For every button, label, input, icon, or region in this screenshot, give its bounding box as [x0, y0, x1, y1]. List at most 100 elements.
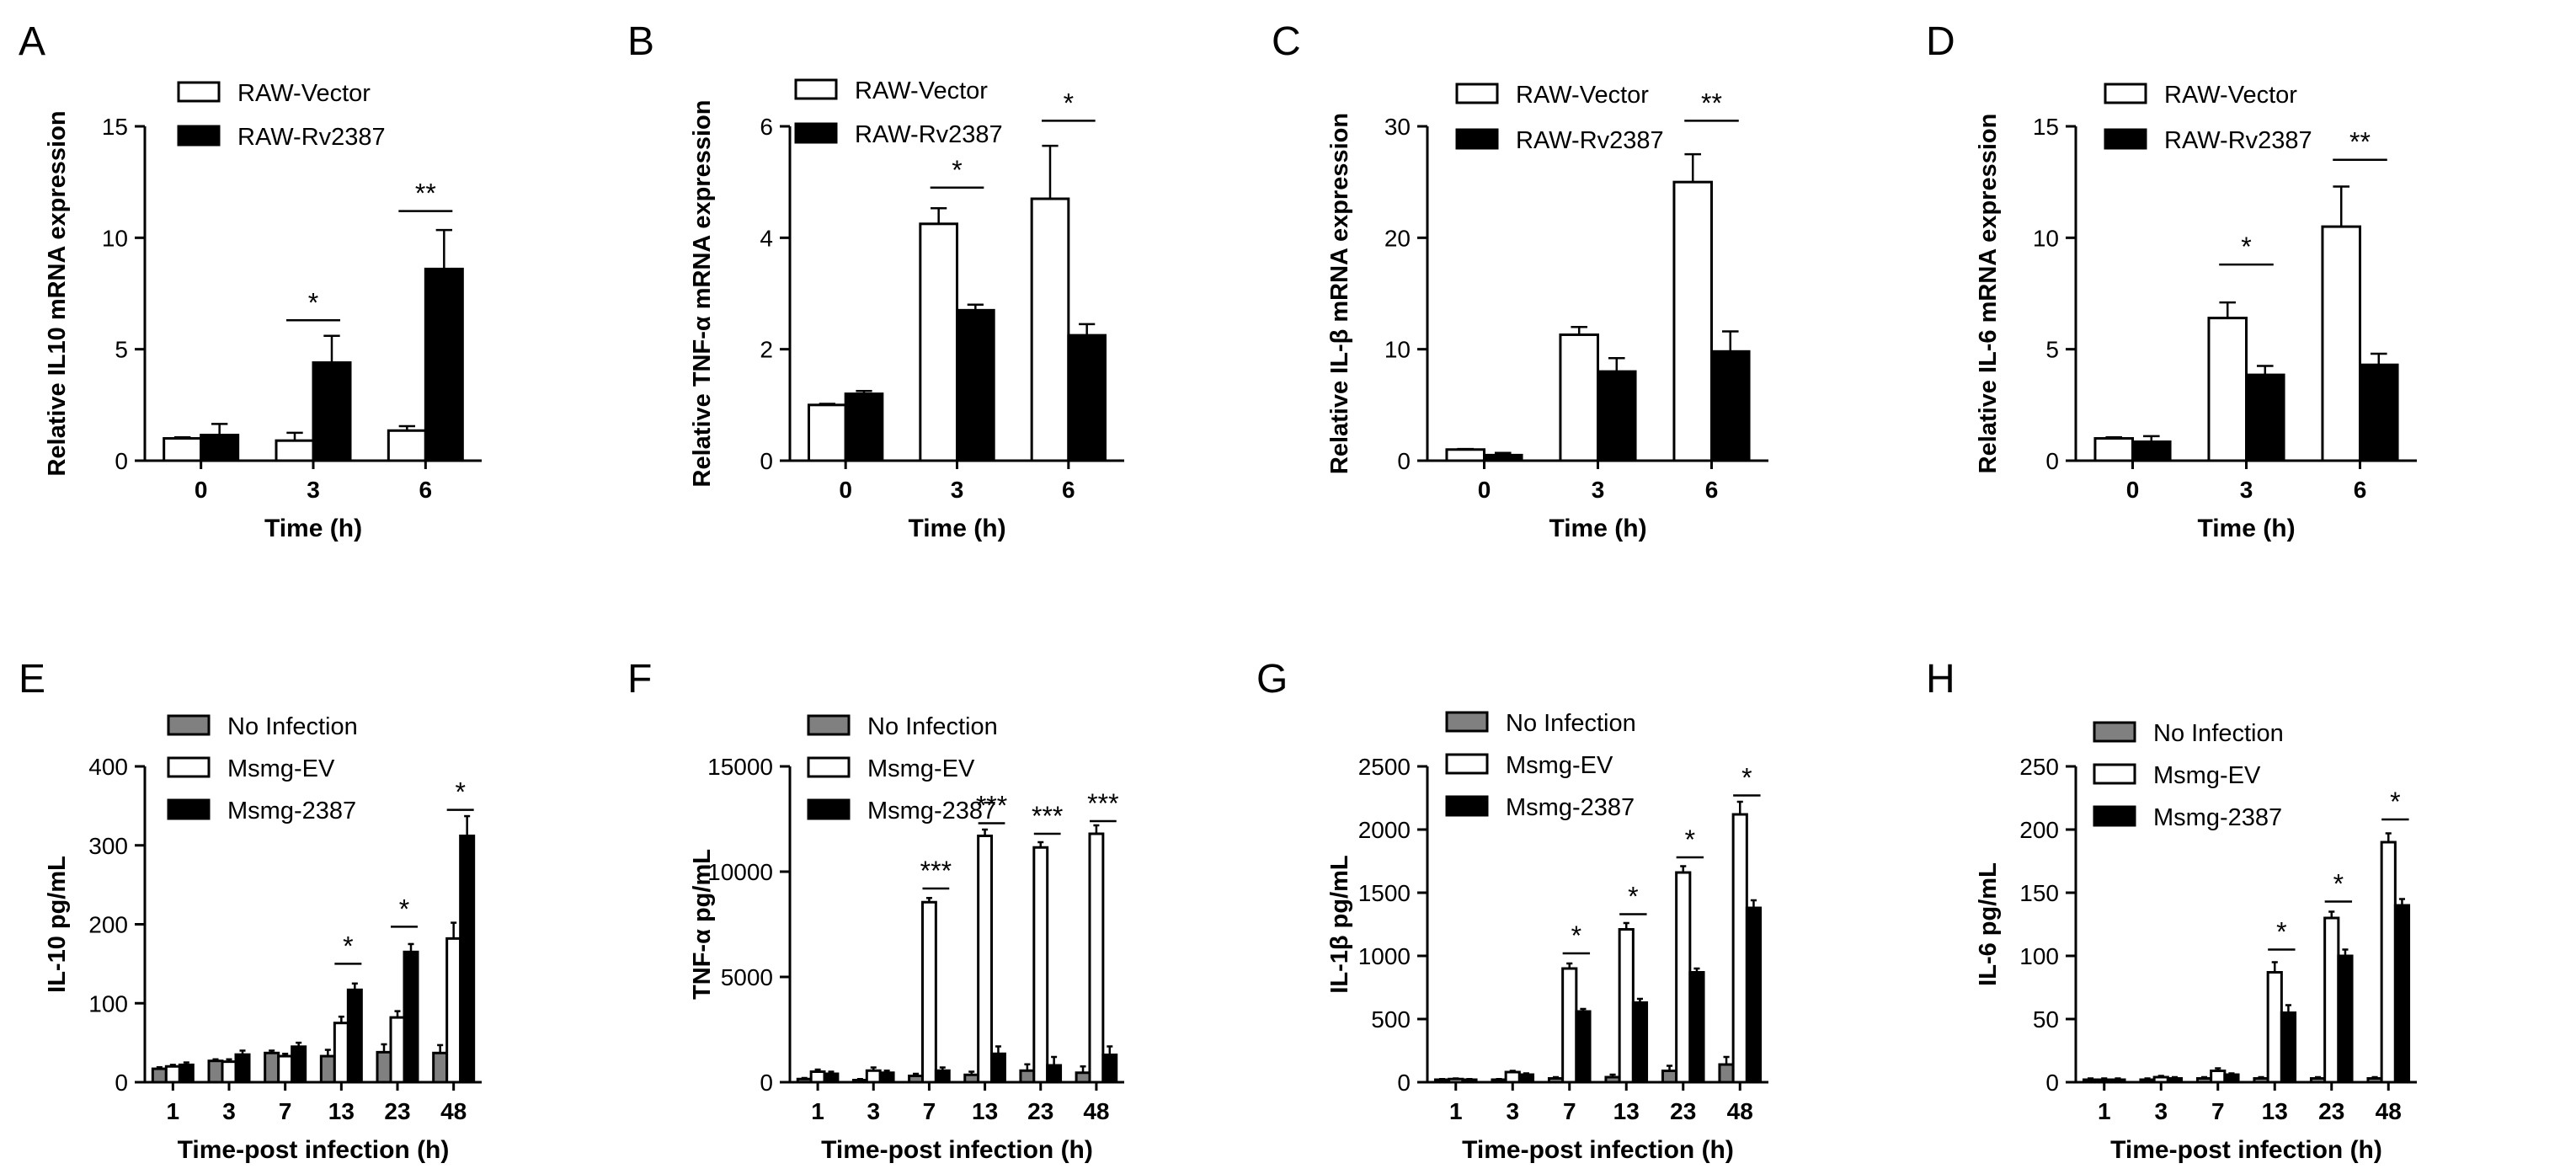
y-tick-label: 15000	[707, 754, 773, 780]
x-tick-label: 1	[2098, 1098, 2111, 1124]
panel-letter: A	[19, 19, 45, 64]
bar	[207, 1059, 224, 1084]
significance-label: *	[399, 894, 409, 924]
x-tick-label: 7	[923, 1098, 936, 1124]
significance-label: **	[1701, 88, 1722, 118]
significance-label: **	[2349, 127, 2371, 157]
bar	[1046, 1064, 1063, 1084]
x-tick-label: 48	[1083, 1098, 1109, 1124]
bar	[1445, 448, 1485, 462]
x-axis-title: Time (h)	[908, 515, 1005, 542]
y-tick-label: 300	[88, 833, 128, 859]
bar	[2309, 1077, 2327, 1084]
y-tick-label: 0	[2045, 1070, 2059, 1096]
bar	[2337, 954, 2354, 1084]
bar	[1618, 928, 1635, 1084]
bar	[221, 1060, 237, 1084]
x-tick-label: 48	[440, 1098, 467, 1124]
significance-label: *	[1628, 882, 1638, 912]
x-axis-title: Time-post infection (h)	[821, 1136, 1093, 1164]
y-tick-label: 0	[760, 1070, 773, 1096]
bar	[2280, 1011, 2297, 1084]
y-axis-title: Relative IL-β mRNA expression	[1326, 113, 1353, 474]
bar	[376, 1050, 392, 1084]
bar	[2359, 363, 2399, 462]
legend-label: RAW-Vector	[855, 77, 988, 104]
y-tick-label: 20	[1384, 225, 1411, 251]
legend-label: Msmg-2387	[1506, 794, 1635, 821]
bar	[1019, 1069, 1036, 1084]
x-tick-label: 13	[2262, 1098, 2288, 1124]
significance-label: *	[1741, 763, 1752, 793]
bar	[1718, 1063, 1735, 1084]
x-tick-label: 0	[839, 477, 852, 503]
bar	[333, 1022, 349, 1084]
bar	[1631, 1001, 1649, 1084]
bar	[1675, 871, 1692, 1084]
bar	[796, 1077, 813, 1084]
y-tick-label: 1500	[1358, 880, 1411, 906]
y-tick-label: 10	[102, 225, 128, 251]
bar	[878, 1071, 895, 1084]
x-tick-label: 3	[867, 1098, 880, 1124]
bar	[1088, 832, 1105, 1084]
x-tick-label: 3	[1592, 477, 1605, 503]
bar	[1547, 1077, 1565, 1084]
bar	[2223, 1073, 2240, 1084]
bar	[234, 1053, 251, 1084]
bar	[2109, 1078, 2126, 1084]
bar	[291, 1045, 307, 1084]
x-tick-label: 3	[307, 477, 320, 503]
y-tick-label: 0	[1397, 1070, 1411, 1096]
legend-label: RAW-Rv2387	[855, 121, 1003, 148]
legend-label: Msmg-EV	[1506, 752, 1613, 779]
bar	[2253, 1077, 2269, 1084]
legend-swatch	[1445, 795, 1489, 817]
y-tick-label: 4	[760, 225, 773, 251]
significance-label: **	[415, 179, 436, 209]
bar	[963, 1073, 980, 1084]
panel-letter: G	[1256, 657, 1288, 702]
legend-swatch	[807, 714, 851, 736]
bar	[823, 1072, 840, 1084]
bar	[1483, 453, 1523, 462]
bar	[2166, 1077, 2184, 1084]
bar	[432, 1051, 449, 1084]
bar	[264, 1051, 280, 1084]
y-axis-title: Relative IL-6 mRNA expression	[1975, 114, 2002, 474]
significance-label: *	[1571, 921, 1581, 951]
significance-label: *	[1685, 824, 1695, 855]
x-tick-label: 1	[811, 1098, 824, 1124]
y-axis-title: Relative IL10 mRNA expression	[44, 110, 71, 476]
panel-letter: E	[19, 657, 45, 702]
bar	[1461, 1078, 1478, 1084]
significance-label: *	[455, 777, 465, 808]
bar	[977, 835, 994, 1084]
bar	[1448, 1077, 1464, 1084]
x-tick-label: 3	[951, 477, 964, 503]
bar	[1075, 1071, 1091, 1084]
bar	[1030, 197, 1070, 462]
y-tick-label: 400	[88, 754, 128, 780]
bar	[2082, 1078, 2099, 1084]
x-tick-label: 1	[1449, 1098, 1463, 1124]
y-tick-label: 0	[2045, 448, 2059, 474]
bar	[1731, 813, 1748, 1084]
bar	[1745, 906, 1763, 1084]
x-tick-label: 23	[2318, 1098, 2344, 1124]
x-tick-label: 48	[1727, 1098, 1753, 1124]
y-axis-title: Relative TNF-α mRNA expression	[689, 100, 716, 488]
legend-label: RAW-Vector	[237, 80, 371, 107]
y-tick-label: 2	[760, 337, 773, 363]
y-tick-label: 100	[2019, 943, 2059, 969]
significance-label: ***	[976, 791, 1007, 821]
bar	[2380, 840, 2397, 1084]
y-tick-label: 15	[102, 114, 128, 140]
bar	[1101, 1054, 1118, 1084]
bar	[1491, 1078, 1507, 1084]
bar	[2266, 971, 2283, 1084]
y-tick-label: 6	[760, 114, 773, 140]
bar	[1688, 971, 1705, 1084]
panel-letter: C	[1272, 19, 1301, 64]
